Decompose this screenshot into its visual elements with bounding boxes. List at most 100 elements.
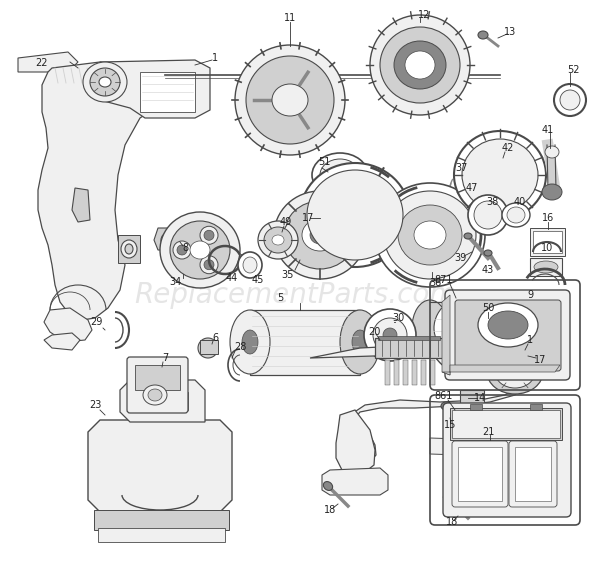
Bar <box>533 231 562 253</box>
Ellipse shape <box>272 235 284 245</box>
Text: 35: 35 <box>282 270 294 280</box>
Ellipse shape <box>405 51 435 79</box>
Bar <box>530 228 565 256</box>
Ellipse shape <box>302 219 338 251</box>
Bar <box>460 390 484 404</box>
Ellipse shape <box>375 183 485 287</box>
Text: 36: 36 <box>429 278 441 288</box>
Polygon shape <box>430 438 502 456</box>
Polygon shape <box>44 308 92 342</box>
Bar <box>452 410 560 438</box>
Text: 15: 15 <box>444 420 456 430</box>
Ellipse shape <box>204 259 214 270</box>
Text: 861: 861 <box>435 391 453 401</box>
Ellipse shape <box>384 191 476 279</box>
Ellipse shape <box>478 303 538 347</box>
Polygon shape <box>310 345 525 465</box>
Text: 40: 40 <box>514 197 526 207</box>
Text: 20: 20 <box>368 327 380 337</box>
Ellipse shape <box>495 356 535 388</box>
Ellipse shape <box>414 221 446 249</box>
Ellipse shape <box>487 350 543 394</box>
Bar <box>250 310 360 375</box>
Polygon shape <box>88 420 232 512</box>
Bar <box>140 392 152 410</box>
Ellipse shape <box>200 226 218 245</box>
Ellipse shape <box>272 84 308 116</box>
Ellipse shape <box>99 77 111 87</box>
Text: 21: 21 <box>482 427 494 437</box>
Text: 42: 42 <box>502 143 514 153</box>
Bar <box>135 365 180 390</box>
Bar <box>94 510 229 530</box>
Text: 10: 10 <box>541 243 553 253</box>
Polygon shape <box>44 333 80 350</box>
Ellipse shape <box>300 163 410 267</box>
Bar <box>378 336 440 340</box>
Ellipse shape <box>161 233 175 247</box>
Ellipse shape <box>90 68 120 96</box>
Text: 30: 30 <box>392 313 404 323</box>
Ellipse shape <box>488 311 528 339</box>
Ellipse shape <box>457 192 473 212</box>
FancyBboxPatch shape <box>445 290 570 380</box>
Ellipse shape <box>246 56 334 144</box>
Ellipse shape <box>434 292 526 364</box>
Bar <box>385 360 390 385</box>
Bar <box>412 360 417 385</box>
Ellipse shape <box>125 244 133 254</box>
Text: 52: 52 <box>567 65 579 75</box>
Bar <box>158 392 170 410</box>
Polygon shape <box>336 410 375 474</box>
Ellipse shape <box>310 226 330 244</box>
Ellipse shape <box>230 310 270 374</box>
Ellipse shape <box>364 309 416 361</box>
Text: 871: 871 <box>435 275 453 285</box>
Text: 34: 34 <box>169 277 181 287</box>
Ellipse shape <box>502 203 530 227</box>
Ellipse shape <box>238 252 262 278</box>
Text: 12: 12 <box>418 10 430 20</box>
Bar <box>421 360 426 385</box>
Bar <box>470 404 482 410</box>
Ellipse shape <box>83 62 127 102</box>
Ellipse shape <box>160 212 240 288</box>
Ellipse shape <box>148 389 162 401</box>
Ellipse shape <box>258 221 298 259</box>
Polygon shape <box>38 62 195 320</box>
Text: 13: 13 <box>504 27 516 37</box>
Ellipse shape <box>173 241 191 259</box>
Bar <box>98 528 225 542</box>
FancyBboxPatch shape <box>455 300 561 371</box>
Ellipse shape <box>264 227 292 253</box>
Ellipse shape <box>242 330 258 354</box>
FancyBboxPatch shape <box>443 403 571 517</box>
Ellipse shape <box>373 318 407 352</box>
Text: 1: 1 <box>212 53 218 63</box>
Ellipse shape <box>444 494 453 502</box>
Polygon shape <box>120 380 205 422</box>
Ellipse shape <box>507 207 525 223</box>
Bar <box>515 447 551 501</box>
Ellipse shape <box>412 300 448 356</box>
Ellipse shape <box>370 15 470 115</box>
Ellipse shape <box>307 170 403 260</box>
Ellipse shape <box>312 153 368 197</box>
Bar <box>140 72 195 112</box>
FancyBboxPatch shape <box>509 441 557 507</box>
Ellipse shape <box>200 256 218 274</box>
Ellipse shape <box>243 257 257 273</box>
Text: 14: 14 <box>474 393 486 403</box>
Text: 9: 9 <box>527 290 533 300</box>
Ellipse shape <box>441 402 451 410</box>
Text: 39: 39 <box>454 253 466 263</box>
Text: 16: 16 <box>542 213 554 223</box>
Text: 44: 44 <box>226 273 238 283</box>
Text: 11: 11 <box>284 13 296 23</box>
Bar <box>375 338 443 358</box>
Text: 6: 6 <box>212 333 218 343</box>
Ellipse shape <box>320 159 360 191</box>
Text: 41: 41 <box>542 125 554 135</box>
Ellipse shape <box>453 188 477 216</box>
Ellipse shape <box>542 184 562 200</box>
